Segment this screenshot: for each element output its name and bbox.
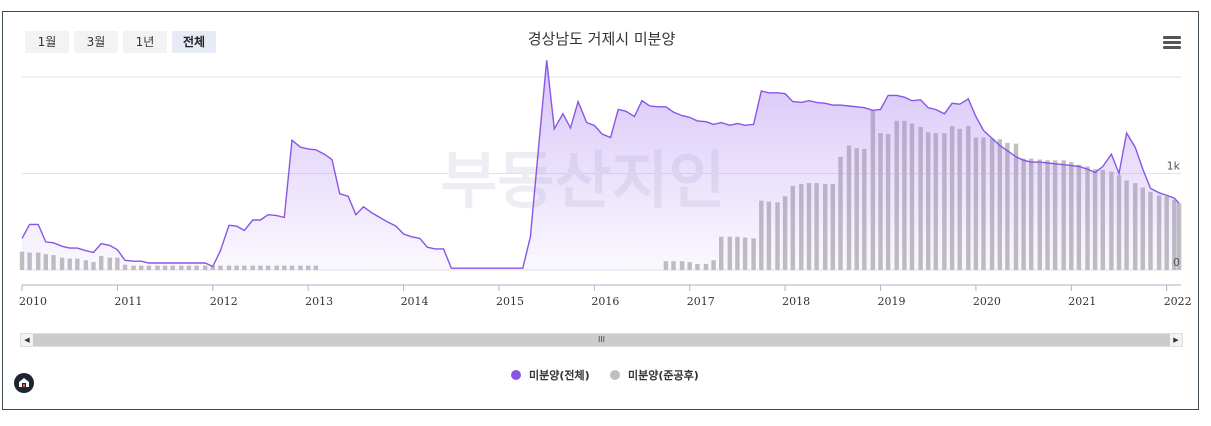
legend-dot-icon <box>610 370 620 380</box>
legend-label-total: 미분양(전체) <box>529 369 590 382</box>
horizontal-scrollbar[interactable]: ◀ III ▶ <box>20 333 1183 347</box>
bar-mark <box>1176 203 1182 270</box>
range-button-1m[interactable]: 1월 <box>25 31 69 53</box>
x-tick-label: 2011 <box>114 295 142 308</box>
x-tick-label: 2012 <box>210 295 238 308</box>
x-tick-label: 2015 <box>496 295 524 308</box>
scroll-grip: III <box>597 335 606 344</box>
x-tick-label: 2016 <box>591 295 619 308</box>
chart-plot: 부동산지인 01k 201020112012201320142015201620… <box>19 60 1192 308</box>
area-fill <box>22 60 1180 270</box>
x-tick-label: 2019 <box>878 295 906 308</box>
area-series <box>21 60 1180 270</box>
legend-dot-icon <box>511 370 521 380</box>
range-button-1y[interactable]: 1년 <box>123 31 167 53</box>
chart-title: 경상남도 거제시 미분양 <box>527 30 676 48</box>
x-tick-label: 2010 <box>19 295 47 308</box>
x-tick-label: 2020 <box>973 295 1001 308</box>
x-tick-label: 2017 <box>687 295 715 308</box>
x-tick-label: 2018 <box>782 295 810 308</box>
scroll-right-arrow-icon[interactable]: ▶ <box>1173 336 1179 344</box>
legend-item-total[interactable]: 미분양(전체) <box>511 367 590 383</box>
legend-item-completed[interactable]: 미분양(준공후) <box>610 367 699 383</box>
area-line <box>21 60 1180 269</box>
site-logo-icon[interactable] <box>14 373 34 393</box>
x-axis: 2010 2011 2012 2013 2014 2015 2016 2017 2018 2019… <box>19 284 1192 308</box>
hamburger-menu-icon[interactable] <box>1163 36 1181 50</box>
y-axis: 0 1k <box>1167 160 1181 270</box>
y-tick-label: 1k <box>1167 160 1181 173</box>
x-tick-label: 2021 <box>1068 295 1096 308</box>
x-tick-label: 2014 <box>401 295 429 308</box>
scroll-left-arrow-icon[interactable]: ◀ <box>24 336 30 344</box>
range-button-all[interactable]: 전체 <box>172 31 216 53</box>
legend-label-completed: 미분양(준공후) <box>628 369 699 382</box>
y-tick-label: 0 <box>1173 256 1180 269</box>
x-tick-label: 2022 <box>1164 295 1192 308</box>
x-tick-label: 2013 <box>305 295 333 308</box>
scroll-thumb[interactable]: III <box>33 334 1170 346</box>
chart-container: 1월 3월 1년 전체 경상남도 거제시 미분양 부동산지인 01k 20102… <box>2 11 1199 410</box>
range-button-3m[interactable]: 3월 <box>74 31 118 53</box>
